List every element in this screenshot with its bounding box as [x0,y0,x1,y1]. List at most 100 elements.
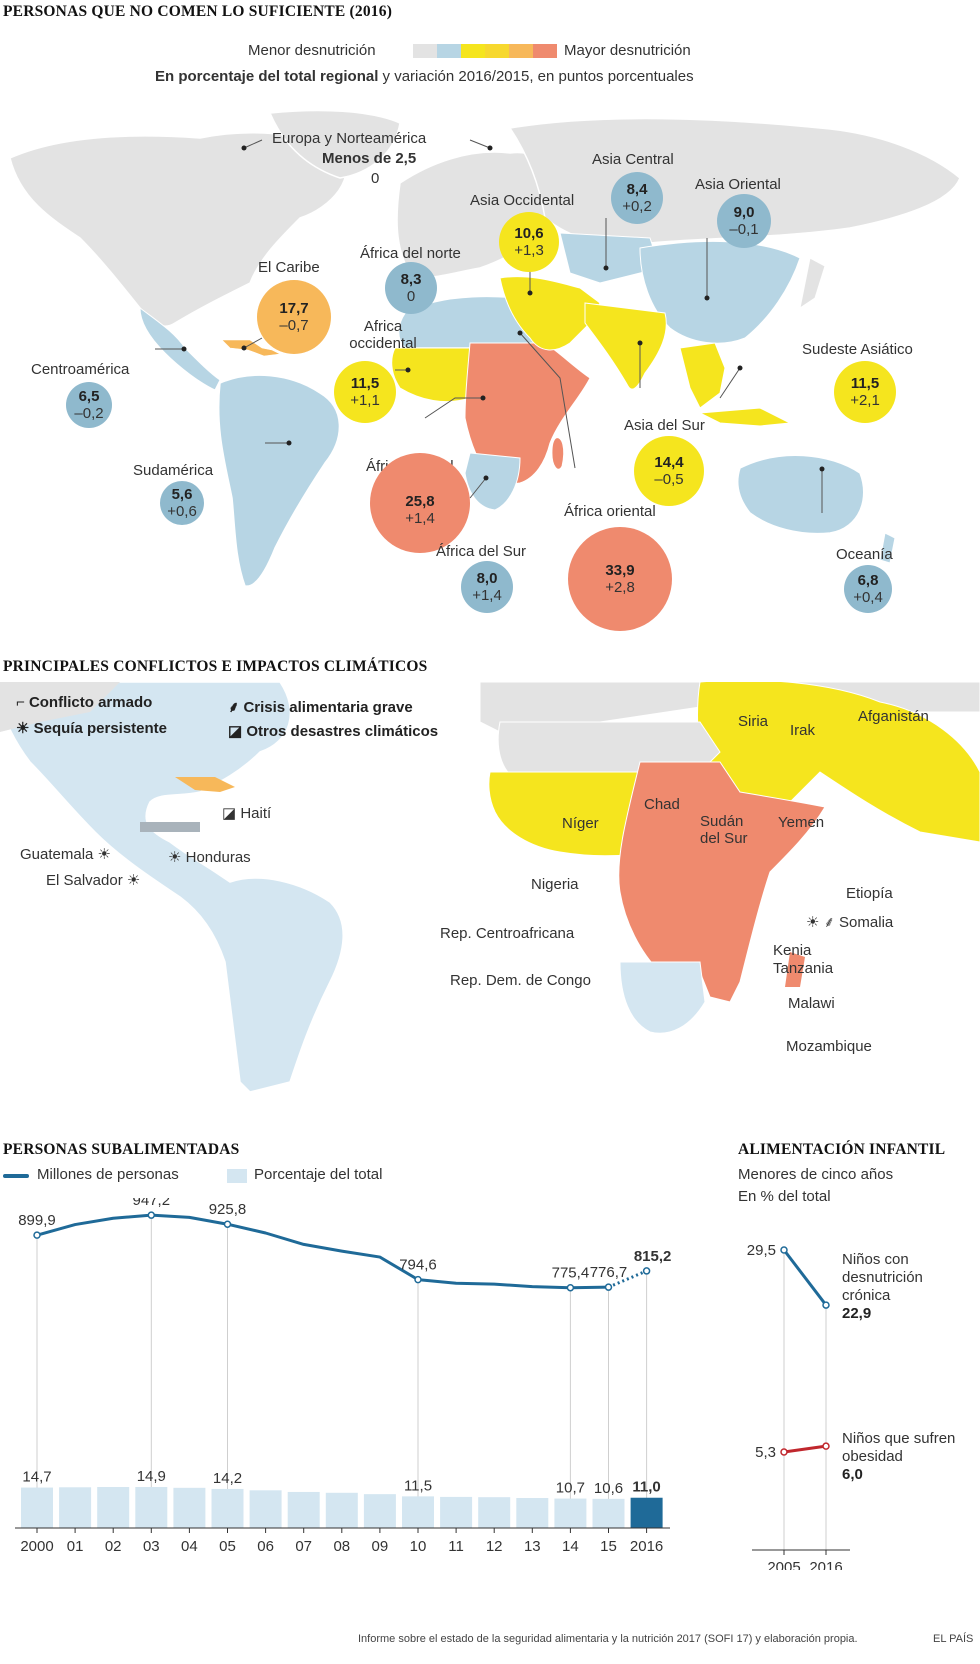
percent-label-14: 10,7 [556,1480,585,1497]
oceania-shape [737,454,865,535]
change: +0,4 [853,589,883,606]
chart2-svg: 2005 2016 29,5 Niños condesnutricióncrónica… [747,1242,956,1570]
tick-label-2005: 2005 [767,1559,800,1570]
footer-source: Informe sobre el estado de la seguridad … [358,1633,858,1645]
bar-08 [325,1492,358,1528]
label-niger: Níger [562,815,599,832]
label-centroamerica: Centroamérica [31,361,130,378]
point-15 [604,1283,613,1291]
gun-icon: ⌐ [16,694,25,711]
bar-12 [478,1497,511,1528]
label-tanzania: Tanzania [773,960,834,977]
disaster-icon: ◪ [228,723,243,740]
value: 5,6 [171,486,193,503]
series-name-0-0: Niños con [842,1251,909,1268]
label-africa-sur: África del Sur [436,543,527,560]
change: +1,4 [472,587,502,604]
map1-subtitle: En porcentaje del total regional y varia… [155,68,694,85]
bubble-caribe: 17,7 –0,7 [257,280,331,354]
value: 14,4 [654,454,684,471]
tick-label-12: 12 [486,1538,503,1555]
label-oceania: Oceanía [836,546,893,563]
value-label-2005-0: 29,5 [747,1242,776,1259]
swatch-2 [437,44,461,58]
tick-label-2000: 2000 [20,1538,53,1555]
bar-01 [59,1487,92,1528]
change: +0,2 [622,198,652,215]
bar-10 [402,1496,434,1528]
change: –0,2 [74,405,104,422]
bar-06 [249,1490,282,1528]
bar-07 [287,1491,320,1528]
japan-shape [799,257,826,310]
percent-label-05: 14,2 [213,1470,242,1487]
europe-change: 0 [371,170,380,187]
bar-14 [554,1498,587,1528]
percent-label-2000: 14,7 [22,1469,51,1486]
map1-subtitle-rest: y variación 2016/2015, en puntos porcent… [378,68,694,85]
chart2-title: ALIMENTACIÓN INFANTIL [738,1141,946,1158]
europe-label: Europa y Norteamérica [272,130,427,147]
bubble-africa-norte: 8,3 0 [385,262,437,314]
tick-label-11: 11 [448,1538,464,1555]
africa-salmon [618,761,826,1003]
footer-brand: EL PAÍS [933,1633,974,1645]
tick-label-09: 09 [372,1538,389,1555]
legend-other: ◪ Otros desastres climáticos [228,723,439,740]
percent-label-15: 10,6 [594,1480,623,1497]
bar-13 [516,1498,549,1528]
map1-subtitle-bold: En porcentaje del total regional [155,68,379,85]
greenland-shape [268,109,401,179]
wheat-icon: ⸙ [228,699,240,716]
bar-04 [173,1487,206,1528]
value: 8,4 [626,181,648,198]
tick-label-01: 01 [67,1538,84,1555]
north-gray-shape [0,682,120,732]
label-yemen: Yemen [778,814,825,831]
label-malawi: Malawi [788,995,835,1012]
value-label-2016: 815,2 [634,1248,672,1265]
bar-02 [97,1487,130,1528]
map1-title: PERSONAS QUE NO COMEN LO SUFICIENTE (201… [3,3,393,20]
west-africa-shape [391,347,471,403]
world-map [9,109,961,587]
value-label-2005-1: 5,3 [755,1444,776,1461]
value-label-05: 925,8 [209,1201,247,1218]
label-sudamerica: Sudamérica [133,462,214,479]
percent-label-10: 11,5 [404,1477,432,1494]
value-label-2000: 899,9 [18,1212,56,1229]
value-label-2016-1: 6,0 [842,1466,863,1483]
label-rdc: Rep. Dem. de Congo [450,972,591,989]
bar-11 [440,1496,473,1528]
bubble-sudeste-asiatico: 11,5 +2,1 [834,361,896,423]
leader-dots [181,145,825,481]
legend-high-label: Mayor desnutrición [564,42,691,59]
label-kenia: Kenia [773,942,812,959]
bubble-asia-sur: 14,4 –0,5 [634,436,704,506]
tick-label-15: 15 [600,1538,617,1555]
central-east-africa-shape [464,342,591,487]
value: 33,9 [605,562,635,579]
value: 8,3 [400,271,422,288]
point-2016-0 [822,1301,830,1309]
chart1-legend-line-label: Millones de personas [37,1166,179,1183]
value-label-14: 775,4 [552,1265,590,1282]
label-sudan-sur: Sudán del Sur [700,813,748,847]
tick-label-2016: 2016 [809,1559,842,1570]
tick-label-2016: 2016 [630,1538,663,1555]
label-el-salvador: El Salvador ☀ [46,872,141,889]
tick-label-08: 08 [333,1538,350,1555]
point-2000 [33,1231,41,1239]
bubble-centroamerica: 6,5 –0,2 [66,382,112,428]
bubble-asia-oriental: 9,0 –0,1 [717,194,771,248]
label-asia-central: Asia Central [592,151,674,168]
chart1-legend-bar [227,1169,247,1183]
tick-label-14: 14 [562,1538,579,1555]
bar-2016 [630,1497,663,1528]
value: 17,7 [279,300,309,317]
swatch-3 [461,44,485,58]
label-afganistan: Afganistán [858,708,929,725]
central-america-gray [140,822,200,832]
south-america-shape [217,374,341,587]
africa-south-blue [619,961,706,1034]
